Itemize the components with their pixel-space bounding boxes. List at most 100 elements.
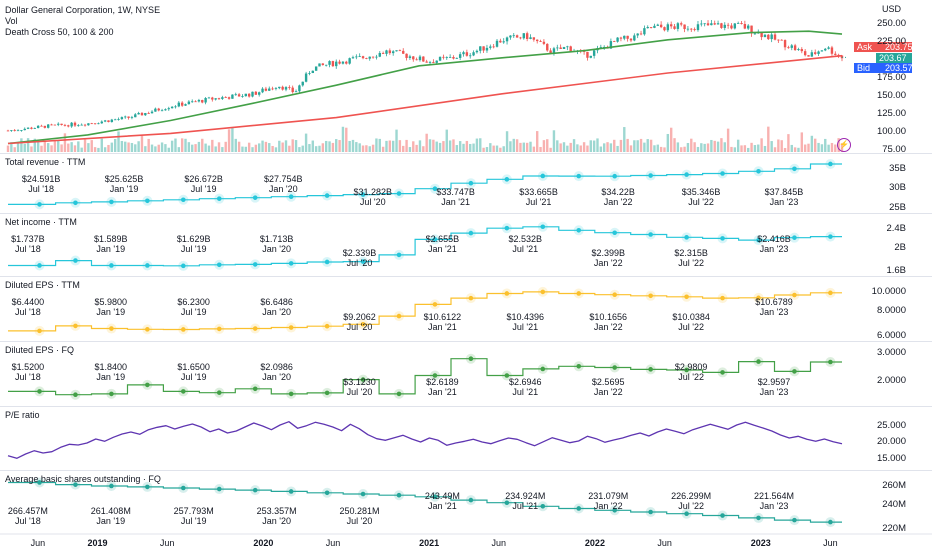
- diluted-eps-ttm-annotation: $10.6789 Jan '23: [744, 297, 804, 317]
- diluted-eps-fq-annotation-date: Jan '20: [262, 372, 291, 382]
- diluted-eps-fq-annotation: $2.6946 Jul '21: [495, 377, 555, 397]
- diluted-eps-ttm-annotation-date: Jan '22: [593, 322, 623, 332]
- total-revenue-annotation-value: $35.346B: [681, 186, 721, 197]
- diluted-eps-ttm-annotation-value: $10.6122: [423, 312, 462, 322]
- net-income-point: [828, 234, 833, 239]
- candle-body: [499, 40, 502, 43]
- volume-bar: [53, 140, 57, 152]
- total-revenue-annotation: $37.845B Jan '23: [754, 187, 814, 207]
- shares-outstanding-annotation-value: 231.079M: [588, 491, 629, 501]
- candle-body: [512, 35, 515, 37]
- net-income-point: [576, 227, 582, 233]
- diluted-eps-fq-point: [252, 386, 258, 392]
- candle-body: [16, 130, 20, 132]
- volume-bar: [559, 143, 562, 152]
- volume-bar: [780, 140, 783, 152]
- time-axis-label: Jun: [325, 538, 341, 548]
- diluted-eps-fq-annotation: $2.5695 Jan '22: [578, 377, 638, 397]
- candle-body: [6, 130, 10, 132]
- candle-body: [720, 23, 723, 28]
- volume-bar: [50, 145, 53, 152]
- volume-bar: [730, 146, 733, 152]
- candle-body: [258, 92, 261, 95]
- shares-outstanding-point: [37, 480, 42, 485]
- indicator-vol-label[interactable]: Vol: [5, 16, 18, 26]
- candle-body: [144, 113, 147, 116]
- volume-bar: [77, 141, 80, 152]
- candle-body: [345, 61, 348, 64]
- diluted-eps-ttm-point: [540, 289, 546, 295]
- volume-bar: [345, 127, 348, 152]
- candle-body: [767, 34, 770, 40]
- chart-symbol-title[interactable]: Dollar General Corporation, 1W, NYSE: [5, 5, 161, 15]
- indicator-death-cross-label[interactable]: Death Cross 50, 100 & 200: [5, 27, 114, 37]
- candle-body: [780, 39, 783, 41]
- candle-body: [187, 101, 191, 105]
- total-revenue-point: [612, 173, 617, 179]
- net-income-annotation-date: Jul '21: [512, 244, 539, 254]
- volume-bar: [592, 140, 596, 152]
- volume-bar: [241, 146, 244, 152]
- volume-bar: [589, 140, 592, 152]
- diluted-eps-ttm-annotation-value: $10.6789: [755, 297, 793, 307]
- volume-bar: [308, 144, 311, 152]
- total-revenue-point: [756, 168, 761, 174]
- volume-bar: [73, 145, 77, 152]
- candle-body: [26, 127, 30, 129]
- total-revenue-annotation: $35.346B Jul '22: [671, 187, 731, 207]
- volume-bar: [391, 140, 395, 152]
- volume-bar: [733, 147, 737, 152]
- candle-body: [93, 123, 97, 125]
- candle-body: [589, 55, 592, 58]
- net-income-annotation: $2.315B Jul '22: [661, 248, 721, 268]
- volume-bar: [351, 139, 355, 152]
- volume-bar: [124, 141, 127, 152]
- volume-bar: [529, 141, 532, 152]
- candle-body: [763, 34, 767, 38]
- volume-bar: [814, 138, 817, 152]
- volume-bar: [579, 145, 582, 152]
- candle-body: [539, 41, 542, 42]
- candle-body: [70, 122, 73, 127]
- shares-outstanding-annotation: 261.408M Jan '19: [81, 506, 141, 526]
- diluted-eps-ttm-annotation: $10.1656 Jan '22: [578, 312, 638, 332]
- diluted-eps-fq-axis-label: 3.0000: [876, 347, 906, 358]
- shares-outstanding-point: [756, 515, 761, 521]
- lightning-icon[interactable]: ⚡: [837, 138, 851, 152]
- time-axis-label: Jun: [657, 538, 672, 548]
- net-income-annotation-date: Jan '22: [593, 258, 623, 268]
- total-revenue-point: [828, 161, 833, 167]
- diluted-eps-ttm-annotation-date: Jul '19: [180, 307, 207, 317]
- candle-body: [529, 37, 532, 40]
- volume-bar: [20, 138, 23, 152]
- total-revenue-point: [396, 191, 402, 196]
- net-income-point: [360, 259, 366, 264]
- candle-body: [495, 40, 499, 47]
- net-income-annotation: $1.737B Jul '18: [0, 234, 58, 254]
- net-income-point: [396, 252, 402, 258]
- volume-bar: [271, 145, 274, 152]
- diluted-eps-fq-point: [720, 370, 725, 375]
- total-revenue-annotation-date: Jul '22: [688, 196, 714, 207]
- diluted-eps-fq-point: [37, 389, 42, 394]
- candle-body: [783, 40, 787, 48]
- candle-body: [298, 85, 301, 92]
- net-income-annotation-date: Jul '19: [180, 244, 207, 254]
- candle-body: [686, 28, 690, 30]
- diluted-eps-fq-point: [612, 365, 617, 370]
- volume-bar: [381, 146, 385, 152]
- diluted-eps-fq-annotation-value: $1.5200: [11, 362, 45, 372]
- diluted-eps-ttm-point: [181, 327, 186, 332]
- volume-bar: [60, 144, 63, 152]
- volume-bar: [740, 145, 743, 152]
- diluted-eps-fq-point: [756, 359, 761, 364]
- shares-outstanding-annotation: 250.281M Jul '20: [330, 506, 390, 526]
- volume-bar: [793, 147, 797, 152]
- total-revenue-point: [648, 173, 653, 178]
- volume-bar: [736, 139, 740, 152]
- candle-body: [355, 56, 358, 58]
- volume-bar: [174, 138, 177, 152]
- diluted-eps-ttm-axis-label: 8.0000: [876, 305, 906, 316]
- candle-body: [385, 50, 388, 54]
